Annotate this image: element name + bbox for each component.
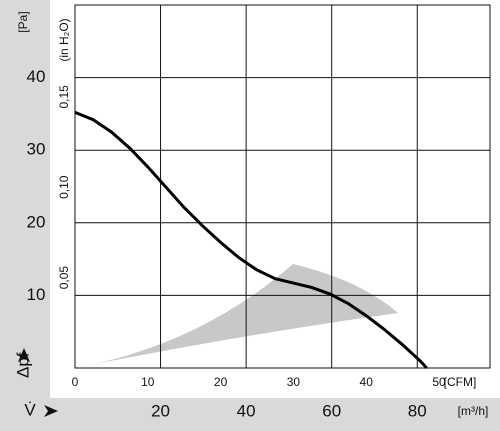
left-band — [0, 0, 50, 431]
x2-tick-label: 40 — [237, 401, 256, 420]
operating-range — [75, 264, 398, 368]
y2-tick-label: 0,05 — [57, 266, 71, 290]
bottom-band — [0, 398, 500, 431]
x2-tick-label: 80 — [408, 401, 427, 420]
x-tick-label: 40 — [360, 375, 374, 389]
y-axis-label: [Pa] — [16, 11, 30, 32]
x-arrow — [44, 405, 58, 417]
x2-axis-label: [m³/h] — [458, 404, 489, 418]
x-tick-label: 30 — [287, 375, 301, 389]
x2-tick-label: 20 — [151, 401, 170, 420]
curve — [74, 111, 428, 370]
x-symbol: V̇ — [24, 400, 36, 419]
y2-tick-label: 0,10 — [57, 175, 71, 199]
x-tick-label: 0 — [72, 375, 79, 389]
y-tick-label: 40 — [27, 67, 46, 86]
y2-axis-label: (in H₂O) — [57, 18, 71, 61]
y-tick-label: 30 — [27, 140, 46, 159]
y-tick-label: 20 — [27, 212, 46, 231]
plot-frame — [74, 4, 491, 369]
x-tick-label: 10 — [141, 375, 155, 389]
y-tick-label: 10 — [27, 285, 46, 304]
x-axis-label: [CFM] — [444, 375, 477, 389]
y-arrow — [18, 348, 30, 362]
y2-tick-label: 0,15 — [57, 85, 71, 109]
x-tick-label: 20 — [214, 375, 228, 389]
x2-tick-label: 60 — [322, 401, 341, 420]
x-tick-label: 50 — [432, 375, 446, 389]
